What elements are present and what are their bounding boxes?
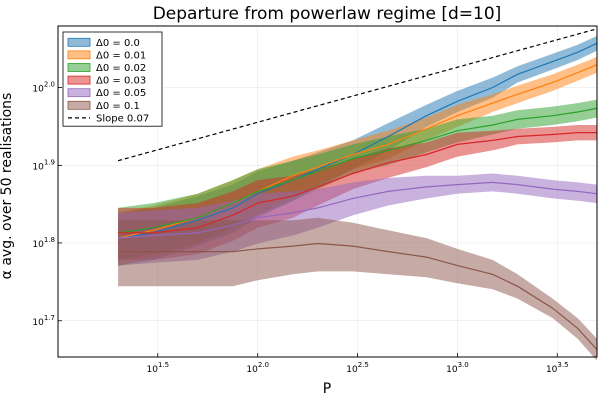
y-axis-label: α avg. over 50 realisations xyxy=(0,93,15,280)
reference-line xyxy=(117,28,598,162)
x-tick-label: 103.5 xyxy=(546,361,569,375)
chart-title: Departure from powerlaw regime [d=10] xyxy=(153,4,502,24)
line-0-0-1 xyxy=(118,242,598,351)
legend-label: Δ0 = 0.03 xyxy=(96,76,146,87)
line-0-0-03 xyxy=(118,132,597,234)
legend-box xyxy=(62,31,163,127)
legend-swatch xyxy=(67,63,91,72)
x-tick-label: 102.0 xyxy=(246,361,269,375)
y-tick-label: 101.7 xyxy=(32,314,55,328)
axis-ticks: 101.5 102.0 102.5 103.0 103.5 101.7 101.8 101.9… xyxy=(32,81,568,375)
y-tick-label: 101.9 xyxy=(32,158,55,172)
legend-label: Δ0 = 0.01 xyxy=(96,50,146,61)
y-tick-label: 101.8 xyxy=(32,236,55,250)
legend-swatch xyxy=(67,37,91,47)
legend-label: Δ0 = 0.0 xyxy=(96,38,140,49)
x-axis-label: P xyxy=(323,381,331,397)
plot-frame xyxy=(57,25,598,358)
legend-label: Δ0 = 0.02 xyxy=(96,63,146,74)
legend-label: Δ0 = 0.1 xyxy=(96,101,140,112)
legend-swatch xyxy=(67,100,91,110)
line-0-0-05 xyxy=(118,181,598,239)
band-0-0-1 xyxy=(118,217,597,361)
line-0-0-0 xyxy=(118,42,598,239)
legend-label: Δ0 = 0.05 xyxy=(96,88,146,99)
legend-swatch xyxy=(67,88,91,98)
x-tick-label: 101.5 xyxy=(146,361,169,375)
legend-swatch xyxy=(67,50,91,60)
y-tick-label: 102.0 xyxy=(32,81,55,95)
series-lines xyxy=(117,28,598,351)
line-0-0-02 xyxy=(118,107,598,234)
x-tick-label: 103.0 xyxy=(446,361,469,375)
legend-label: Slope 0.07 xyxy=(96,113,149,124)
legend-swatch xyxy=(67,75,91,85)
x-tick-label: 102.5 xyxy=(346,361,369,375)
